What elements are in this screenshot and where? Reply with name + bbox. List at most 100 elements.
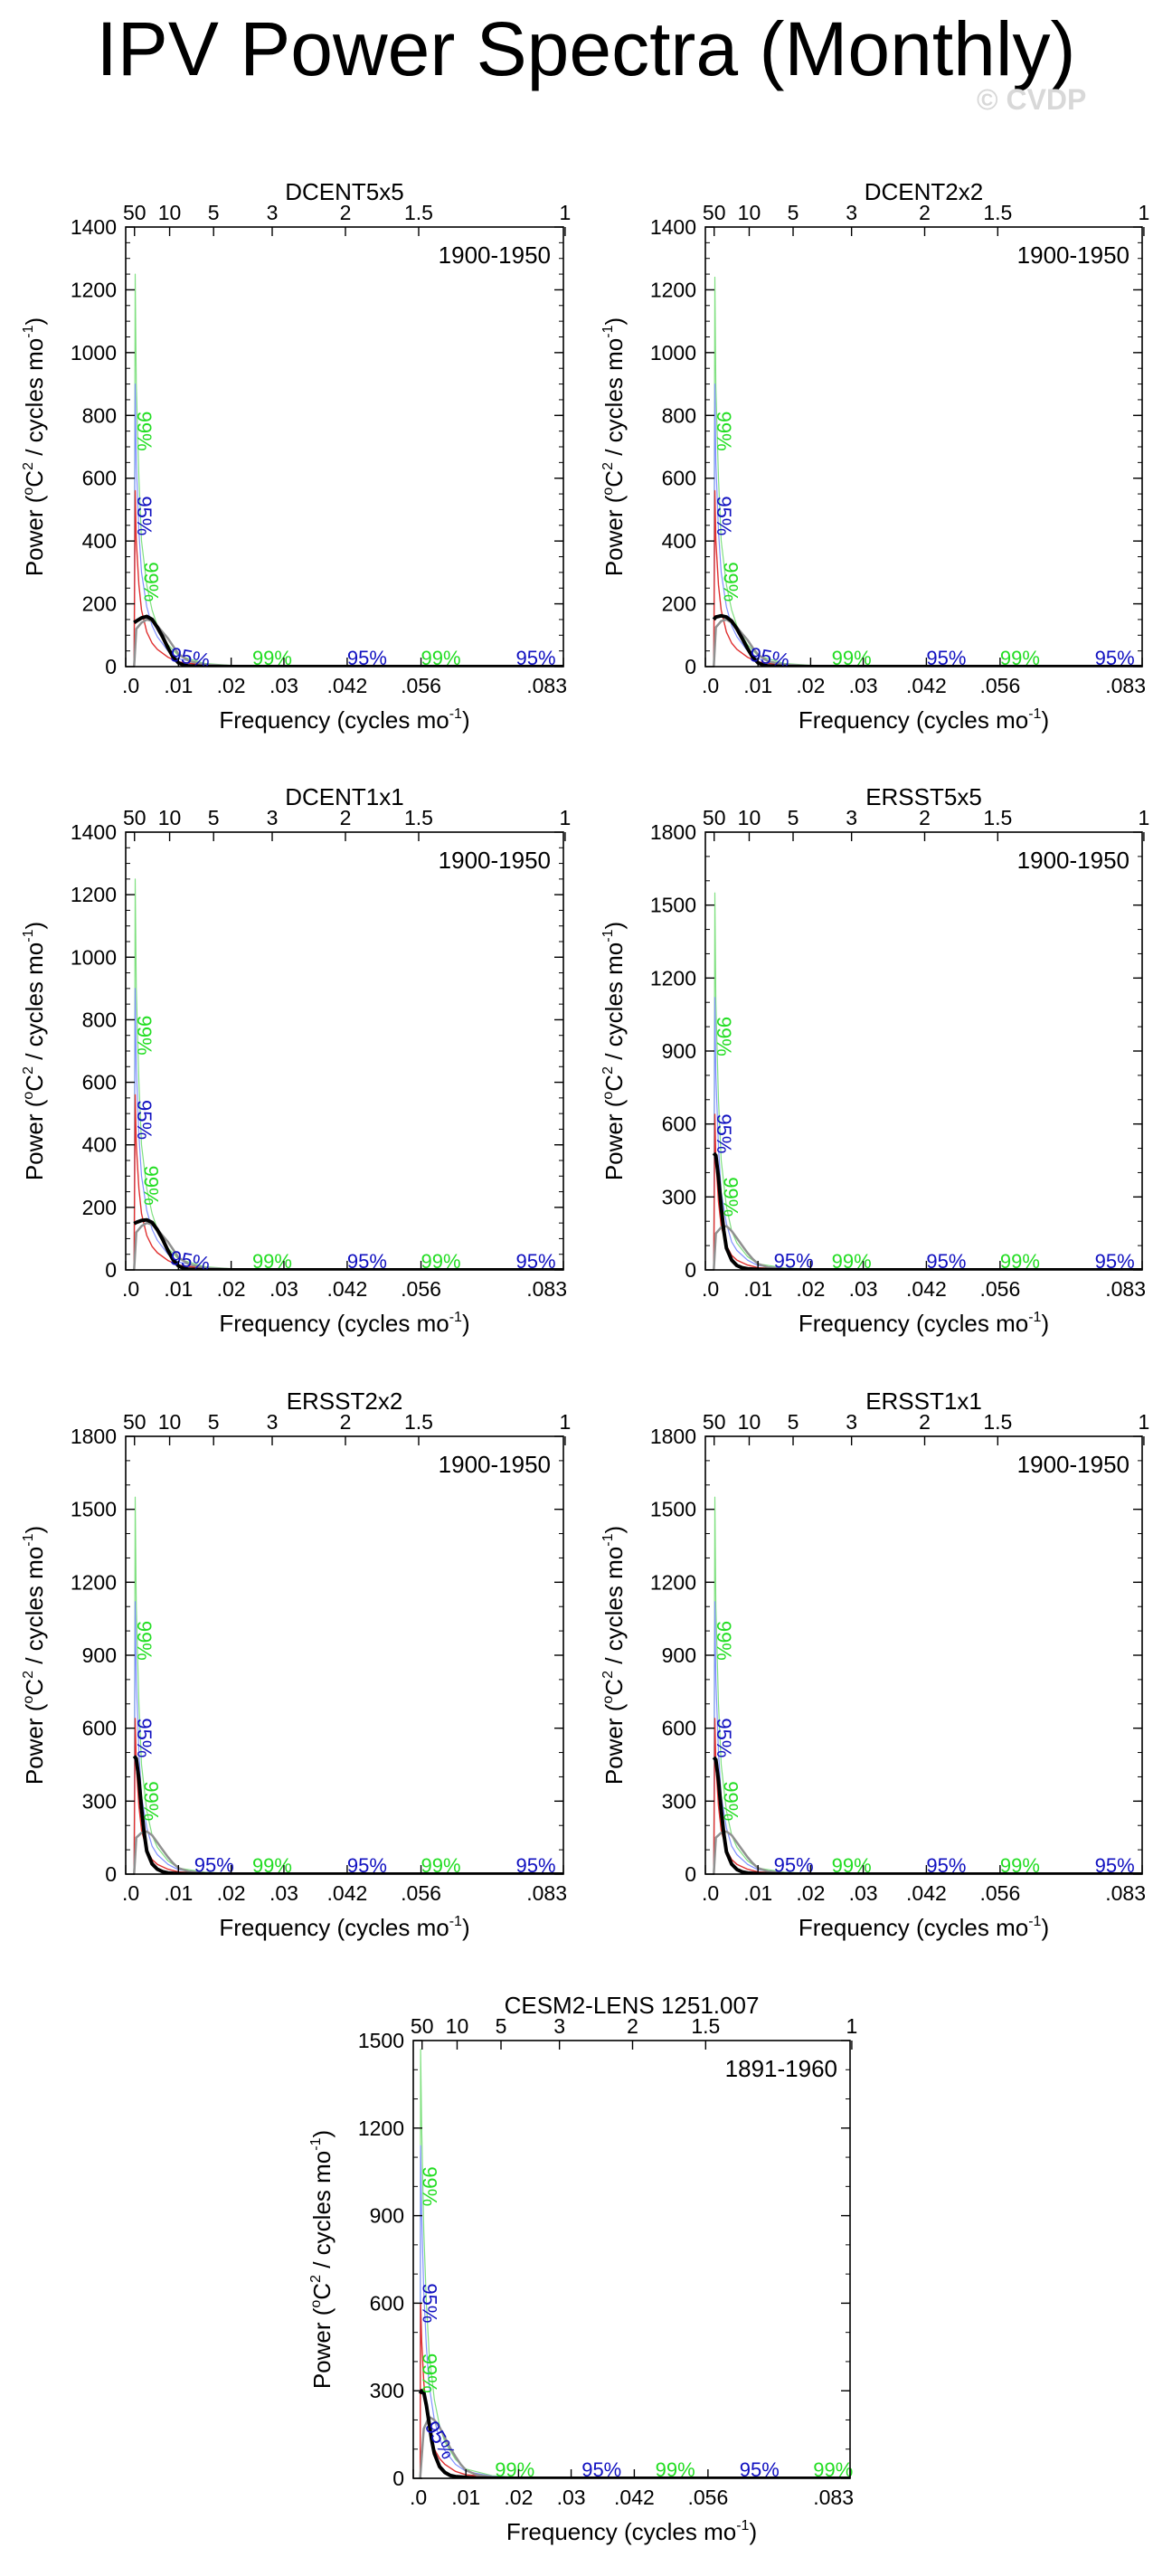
confidence-label: 95% — [194, 1853, 234, 1876]
y-tick-label: 1000 — [650, 341, 696, 365]
top-tick-label: 50 — [703, 806, 726, 829]
y-axis-label-sup: 2 — [600, 1066, 616, 1075]
y-axis-label: Power (oC2 / cycles mo-1) — [21, 1526, 48, 1785]
y-axis-label-sup: -1 — [600, 929, 616, 942]
y-axis-label-text: Power ( — [600, 495, 628, 576]
y-tick-label: 900 — [662, 1039, 696, 1063]
y-tick-label: 1800 — [650, 820, 696, 844]
y-tick-label: 1200 — [650, 278, 696, 301]
plot-frame — [125, 831, 564, 1271]
y-axis-label-text: / cycles mo — [600, 1547, 628, 1671]
y-tick-label: 200 — [82, 1196, 117, 1219]
y-tick-label: 1400 — [71, 820, 117, 844]
y-axis-label-sup: 2 — [600, 1671, 616, 1679]
y-axis-label-text: Power ( — [21, 495, 48, 576]
x-tick-label: .042 — [327, 1277, 368, 1301]
confidence-label: 99% — [713, 412, 735, 451]
y-tick-label: 1000 — [71, 341, 117, 365]
y-axis-label-sup: o — [600, 488, 616, 496]
series-red-noise — [133, 1718, 563, 1874]
y-axis-label-sup: o — [600, 1696, 616, 1704]
x-axis-label-text: Frequency (cycles mo — [219, 706, 449, 734]
x-tick-label: .01 — [164, 1277, 193, 1301]
x-tick-label: .01 — [743, 674, 772, 697]
confidence-label: 95% — [713, 496, 735, 535]
y-tick-label: 900 — [370, 2204, 404, 2228]
y-tick-label: 1200 — [71, 278, 117, 301]
top-tick-label: 50 — [703, 1410, 726, 1434]
y-tick-label: 1500 — [650, 1498, 696, 1521]
top-tick-label: 3 — [846, 806, 857, 829]
y-tick-label: 0 — [392, 2467, 404, 2490]
top-tick-label: 1 — [560, 1410, 572, 1434]
series-red-noise — [713, 1113, 1142, 1270]
x-axis-label-text: Frequency (cycles mo — [219, 1310, 449, 1337]
y-tick-label: 0 — [685, 1862, 696, 1886]
series-red-noise — [713, 489, 1142, 667]
y-tick-label: 600 — [370, 2291, 404, 2315]
y-tick-label: 900 — [82, 1643, 117, 1667]
x-tick-label: .03 — [849, 1277, 878, 1301]
period-label: 1900-1950 — [1017, 242, 1129, 269]
confidence-label: 99% — [813, 2458, 853, 2481]
x-tick-label: .0 — [702, 674, 719, 697]
top-tick-label: 1.5 — [404, 806, 433, 829]
y-tick-label: 1400 — [650, 215, 696, 239]
confidence-label: 99% — [252, 1854, 292, 1877]
panel-title: ERSST5x5 — [865, 783, 982, 810]
y-axis-label-sup: -1 — [21, 929, 36, 942]
plot-frame — [704, 1435, 1143, 1875]
y-tick-label: 600 — [82, 1071, 117, 1094]
series-spectrum — [132, 1755, 563, 1874]
confidence-label: 95% — [168, 643, 212, 672]
series-spectrum — [712, 613, 1142, 667]
y-axis-label-text: / cycles mo — [21, 338, 48, 462]
y-axis-label-end: ) — [600, 922, 628, 930]
period-label: 1900-1950 — [439, 242, 551, 269]
y-tick-label: 1200 — [650, 1570, 696, 1594]
x-tick-label: .083 — [526, 1881, 567, 1905]
confidence-label: 95% — [581, 2458, 621, 2481]
x-axis-label-text: Frequency (cycles mo — [799, 1914, 1028, 1941]
y-axis-label-sup: o — [600, 1092, 616, 1100]
y-tick-label: 1200 — [71, 883, 117, 906]
chart-panel: 99% 95% 99% 95% 99% 95% 99% 95% 0 200 400 600 800 100… — [21, 178, 571, 734]
confidence-label: 95% — [516, 1854, 556, 1877]
top-tick-label: 5 — [496, 2014, 507, 2038]
x-tick-label: .056 — [401, 1277, 441, 1301]
y-axis-label-sup: -1 — [308, 2137, 324, 2150]
x-axis-label-sup: -1 — [449, 1914, 462, 1929]
confidence-label: 99% — [418, 2353, 440, 2393]
confidence-label: 95% — [133, 496, 156, 535]
y-tick-label: 1800 — [71, 1425, 117, 1448]
y-tick-label: 600 — [82, 467, 117, 490]
confidence-label: 99% — [1000, 1250, 1040, 1273]
confidence-label: 95% — [926, 1854, 966, 1877]
top-tick-label: 1 — [1139, 806, 1150, 829]
y-tick-label: 1400 — [71, 215, 117, 239]
y-tick-label: 900 — [662, 1643, 696, 1667]
x-axis-label: Frequency (cycles mo-1) — [506, 2518, 757, 2545]
period-label: 1900-1950 — [1017, 847, 1129, 874]
x-axis-label-sup: -1 — [1028, 706, 1041, 722]
x-tick-label: .042 — [614, 2486, 655, 2509]
top-tick-label: 10 — [446, 2014, 469, 2038]
top-tick-label: 3 — [267, 1410, 279, 1434]
y-tick-label: 0 — [105, 655, 117, 678]
top-tick-label: 50 — [123, 806, 146, 829]
chart-panel: 99%95%99%95% 99% 95% 99% 95%0300600900120015… — [600, 783, 1149, 1337]
panel-title: ERSST2x2 — [287, 1387, 403, 1415]
confidence-label: 99% — [832, 1250, 872, 1273]
y-axis-label: Power (oC2 / cycles mo-1) — [308, 2130, 336, 2389]
top-tick-label: 50 — [123, 201, 146, 224]
top-tick-label: 5 — [208, 1410, 220, 1434]
y-axis-label-text: C — [600, 1679, 628, 1696]
y-axis-label-text: Power ( — [600, 1099, 628, 1180]
y-tick-label: 300 — [370, 2379, 404, 2402]
top-tick-label: 50 — [411, 2014, 434, 2038]
confidence-label: 99% — [133, 412, 156, 451]
x-tick-label: .0 — [122, 1881, 139, 1905]
confidence-label: 99% — [418, 2166, 440, 2206]
top-tick-label: 2 — [919, 806, 931, 829]
y-tick-label: 200 — [82, 592, 117, 616]
